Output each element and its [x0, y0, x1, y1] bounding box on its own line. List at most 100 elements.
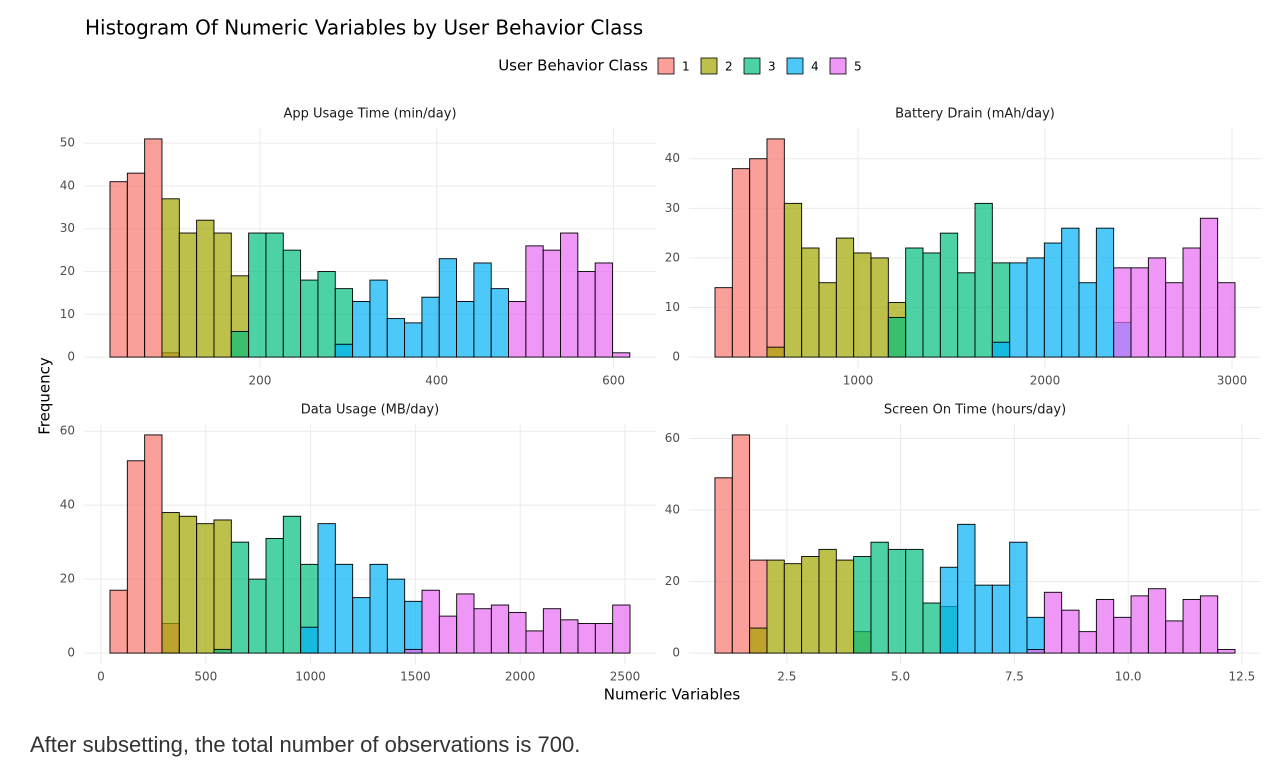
bar — [612, 352, 631, 358]
x-tick-label: 0 — [97, 670, 105, 684]
bar — [594, 623, 614, 654]
bar — [766, 138, 785, 358]
x-tick-label: 12.5 — [1229, 670, 1256, 684]
bar — [109, 181, 128, 358]
bar — [144, 138, 163, 358]
bar — [178, 232, 198, 358]
bar — [801, 556, 820, 654]
bar — [1182, 247, 1201, 358]
bar — [213, 232, 232, 358]
legend-label: 3 — [768, 60, 776, 74]
bar — [1182, 598, 1201, 654]
bar — [317, 271, 336, 358]
bar — [213, 648, 232, 654]
bar — [991, 584, 1011, 654]
bar — [1147, 588, 1167, 654]
x-axis-label: Numeric Variables — [604, 686, 741, 704]
bar — [818, 282, 837, 358]
y-tick-label: 0 — [67, 646, 75, 660]
legend-key — [786, 57, 804, 75]
bar — [991, 341, 1011, 358]
bar — [421, 296, 440, 358]
legend-key — [657, 57, 675, 75]
bar — [749, 158, 768, 358]
bar — [766, 559, 785, 654]
bar — [783, 202, 803, 358]
bar — [265, 538, 284, 654]
bar — [196, 219, 215, 358]
facet-title: Screen On Time (hours/day) — [884, 403, 1066, 418]
x-tick-label: 2000 — [1030, 374, 1061, 388]
x-tick-label: 1000 — [843, 374, 874, 388]
y-tick-label: 50 — [60, 136, 75, 150]
bar — [714, 477, 733, 654]
bar — [404, 322, 423, 358]
chart-title: Histogram Of Numeric Variables by User B… — [85, 16, 643, 40]
y-tick-label: 20 — [665, 574, 680, 588]
bar — [1078, 631, 1097, 654]
y-tick-label: 30 — [665, 201, 680, 215]
legend-key — [700, 57, 718, 75]
bar — [1217, 649, 1236, 654]
bar — [749, 627, 768, 654]
legend-key — [829, 57, 847, 75]
bar — [369, 279, 388, 358]
bar — [1199, 217, 1219, 358]
bar — [905, 247, 924, 358]
bar — [887, 548, 907, 654]
bar — [835, 559, 855, 654]
bar — [1113, 267, 1132, 358]
bar — [282, 515, 302, 654]
y-tick-label: 40 — [60, 178, 75, 192]
bar — [438, 615, 458, 654]
bar — [334, 343, 354, 358]
bar — [508, 301, 527, 358]
bar — [230, 541, 250, 654]
bar — [939, 232, 959, 358]
bar — [334, 563, 354, 654]
bar — [386, 318, 406, 358]
x-tick-label: 5.0 — [891, 670, 910, 684]
y-tick-label: 20 — [60, 264, 75, 278]
x-tick-label: 2000 — [505, 670, 536, 684]
bar — [1130, 267, 1149, 358]
bar — [490, 604, 510, 654]
bar — [542, 608, 562, 654]
bar — [594, 262, 613, 358]
bar — [783, 563, 803, 654]
bar — [853, 252, 872, 358]
bar — [178, 515, 198, 654]
y-tick-label: 40 — [665, 151, 680, 165]
x-tick-label: 10.0 — [1115, 670, 1142, 684]
bar — [731, 434, 751, 654]
bar — [126, 460, 146, 654]
bar — [731, 168, 751, 358]
bar — [801, 247, 820, 358]
bar — [317, 523, 336, 654]
bar — [248, 232, 267, 358]
bar — [560, 619, 579, 654]
bar — [352, 301, 371, 358]
bar — [612, 604, 631, 654]
y-tick-label: 60 — [665, 431, 680, 445]
bar — [939, 566, 959, 654]
y-tick-label: 0 — [672, 350, 680, 364]
bar — [870, 541, 889, 654]
y-tick-label: 10 — [665, 300, 680, 314]
bar — [352, 597, 371, 654]
legend-title: User Behavior Class — [498, 57, 648, 75]
bar — [853, 556, 872, 654]
bar — [887, 316, 907, 358]
bar — [870, 257, 889, 358]
bar — [300, 279, 319, 358]
y-tick-label: 10 — [60, 307, 75, 321]
bar — [213, 519, 232, 654]
legend-label: 1 — [682, 60, 690, 74]
y-tick-label: 20 — [60, 572, 75, 586]
bar — [144, 434, 163, 654]
bar — [835, 237, 855, 358]
bar — [818, 548, 837, 654]
x-tick-label: 1500 — [400, 670, 431, 684]
bar — [300, 626, 319, 654]
bar — [490, 288, 509, 358]
